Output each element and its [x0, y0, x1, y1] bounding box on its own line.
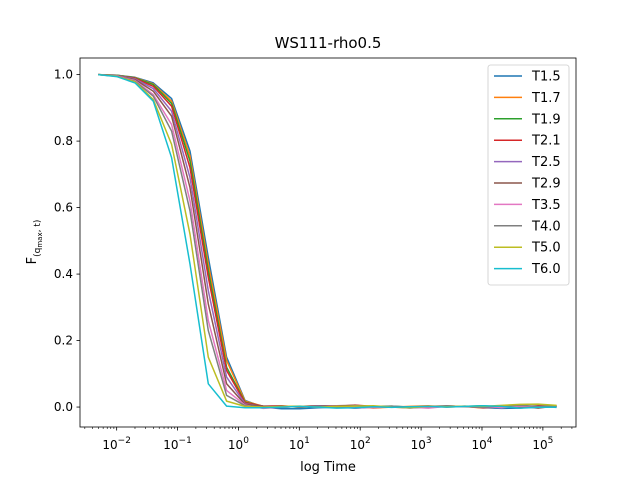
y-tick-label: 1.0: [54, 68, 73, 82]
x-tick-label: 104: [471, 436, 492, 452]
x-tick-label: 102: [350, 436, 371, 452]
legend-label: T5.0: [531, 241, 561, 256]
x-tick-label: 101: [289, 436, 310, 452]
legend-box: [487, 64, 570, 286]
y-tick-label: 0.6: [54, 201, 73, 215]
legend-label: T1.9: [531, 112, 561, 127]
x-tick-label: 100: [228, 436, 249, 452]
plot-lines: [98, 73, 557, 410]
chart-title: WS111-rho0.5: [275, 34, 382, 52]
legend-label: T6.0: [531, 262, 561, 277]
y-tick-label: 0.0: [54, 400, 73, 414]
legend-label: T3.5: [531, 198, 561, 213]
x-tick-label: 10−1: [163, 436, 192, 452]
x-tick-label: 105: [532, 436, 553, 452]
legend-label: T2.5: [531, 155, 561, 170]
svg-text:F(qmax, t): F(qmax, t): [25, 220, 44, 265]
legend: T1.5 T1.7 T1.9 T2.1 T2.5 T2.9 T3.5 T4.0 T5.0 T6.0: [487, 64, 570, 286]
axes-frame: [79, 57, 577, 428]
y-tick-label: 0.8: [54, 134, 73, 148]
y-axis-label: F(qmax, t): [25, 220, 44, 265]
x-axis-label: log Time: [300, 460, 356, 475]
axes: 0.0 0.2 0.4 0.6 0.8 1.0 10−2 10−1 100 101 102 103 10…: [54, 57, 577, 452]
legend-label: T4.0: [531, 219, 561, 234]
legend-label: T2.9: [531, 177, 561, 192]
legend-label: T2.1: [531, 134, 561, 149]
x-tick-label: 10−2: [102, 436, 131, 452]
x-tick-label: 103: [411, 436, 432, 452]
y-tick-label: 0.2: [54, 334, 73, 348]
legend-label: T1.7: [531, 91, 561, 106]
y-tick-label: 0.4: [54, 267, 73, 281]
legend-label: T1.5: [531, 70, 561, 85]
series-line-T6.0: [98, 73, 557, 409]
